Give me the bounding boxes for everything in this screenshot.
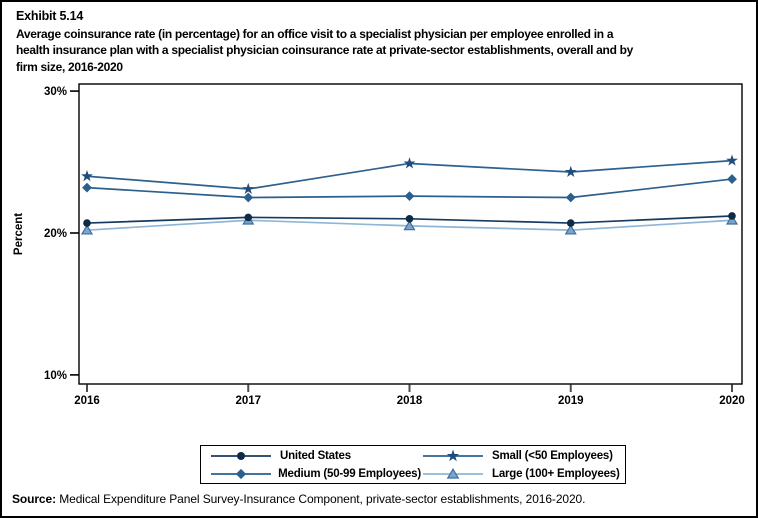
y-axis-title: Percent — [13, 213, 25, 255]
chart-title-line: firm size, 2016-2020 — [16, 59, 123, 74]
diamond-marker — [82, 182, 92, 193]
chart-header: Exhibit 5.14 Average coinsurance rate (i… — [16, 9, 748, 75]
x-tick-label: 2019 — [558, 395, 584, 407]
star-marker — [242, 182, 255, 195]
triangle-marker — [403, 220, 416, 231]
diamond-marker — [235, 468, 247, 479]
legend-label: Small (<50 Employees) — [492, 449, 613, 462]
exhibit-label: Exhibit 5.14 — [16, 9, 84, 23]
diamond-marker — [243, 192, 254, 203]
circle-marker — [237, 451, 245, 460]
triangle-marker — [446, 467, 460, 479]
legend-item: Small (<50 Employees) — [421, 447, 621, 464]
legend: United States Small (<50 Employees) Medium… — [200, 445, 626, 484]
circle-legend-icon — [211, 451, 271, 460]
star-marker — [403, 157, 416, 169]
diamond-legend-icon — [211, 468, 271, 479]
y-tick-label: 10% — [44, 370, 67, 382]
diamond-marker — [727, 174, 737, 184]
source-text-body: Medical Expenditure Panel Survey-Insuran… — [59, 492, 586, 506]
legend-item: Medium (50-99 Employees) — [209, 465, 421, 482]
source-label: Source: — [12, 492, 56, 506]
circle-marker — [405, 215, 414, 223]
circle-marker — [566, 219, 575, 227]
star-legend-icon — [423, 448, 483, 461]
triangle-marker — [725, 214, 739, 225]
circle-marker — [83, 219, 91, 227]
x-tick-label: 2017 — [235, 395, 261, 407]
x-tick-label: 2020 — [719, 395, 745, 407]
plot-frame — [78, 83, 743, 385]
triangle-marker — [564, 224, 577, 235]
star-marker — [446, 448, 460, 461]
triangle-marker — [80, 224, 94, 235]
diamond-marker — [404, 191, 415, 202]
triangle-legend-icon — [423, 467, 483, 479]
legend-label: United States — [280, 449, 351, 462]
circle-marker — [244, 213, 253, 222]
diamond-marker — [565, 192, 576, 203]
y-tick-label: 30% — [44, 86, 67, 98]
chart-title-line: health insurance plan with a specialist … — [16, 43, 634, 58]
circle-marker — [728, 212, 736, 220]
source-note: Source: Medical Expenditure Panel Survey… — [12, 492, 585, 506]
legend-label: Medium (50-99 Employees) — [278, 467, 421, 480]
star-marker — [564, 165, 577, 177]
x-tick-label: 2018 — [397, 395, 423, 407]
legend-item: Large (100+ Employees) — [421, 465, 621, 482]
y-tick-label: 20% — [44, 228, 67, 240]
legend-label: Large (100+ Employees) — [492, 467, 620, 480]
star-marker — [726, 154, 738, 166]
x-tick-label: 2016 — [74, 395, 100, 407]
legend-item: United States — [209, 447, 421, 464]
chart-title-line: Average coinsurance rate (in percentage)… — [16, 27, 614, 41]
star-marker — [81, 170, 93, 182]
